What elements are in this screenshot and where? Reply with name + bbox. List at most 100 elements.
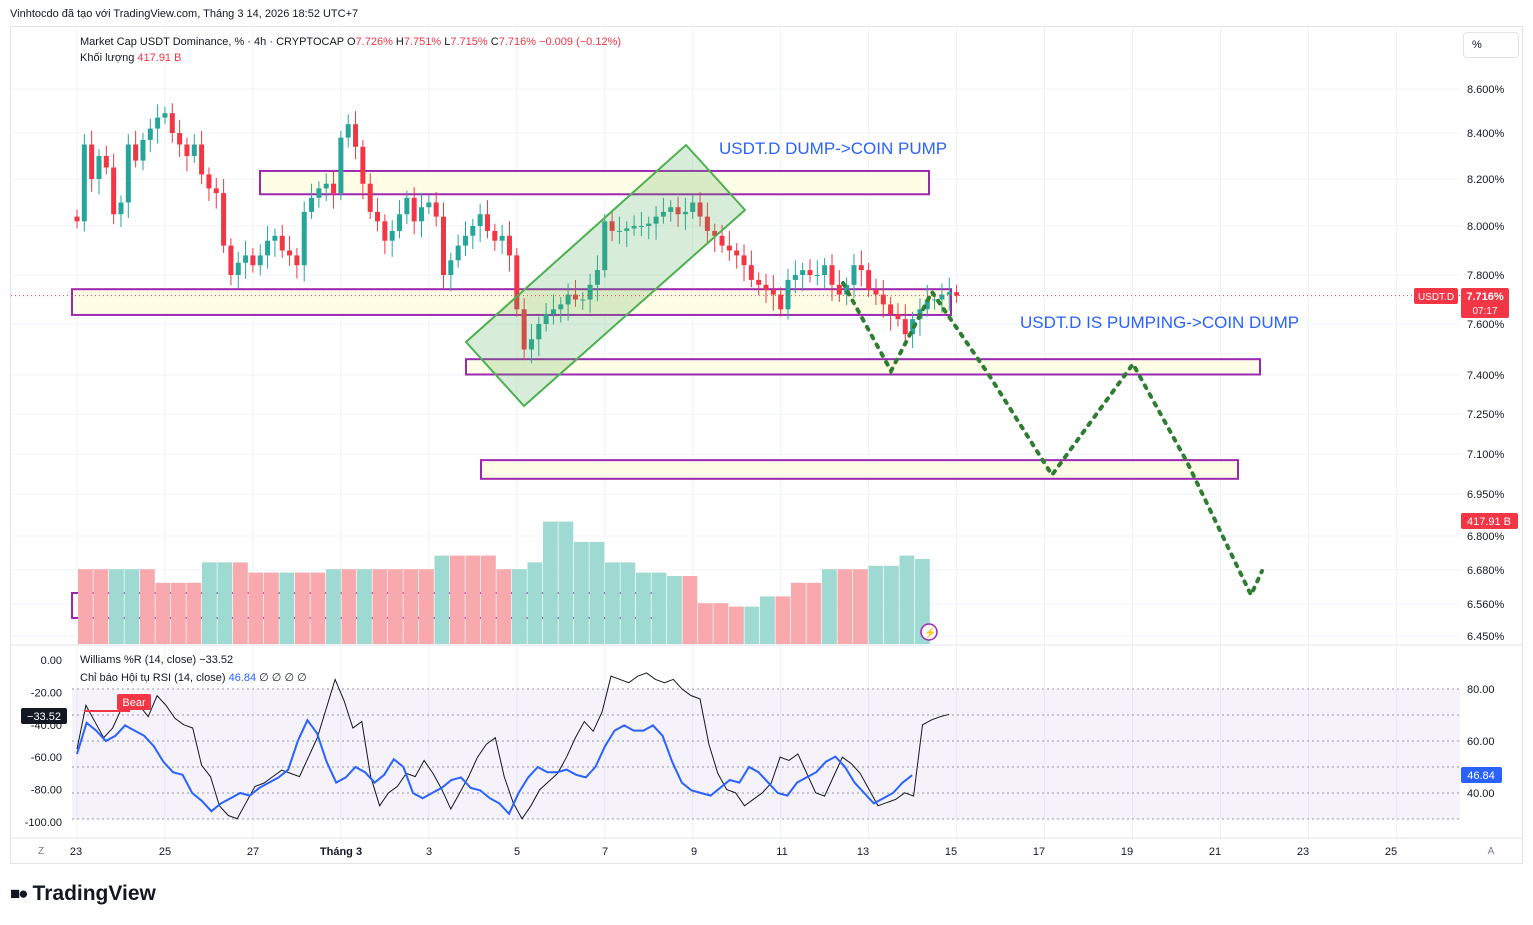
volume-bar-53 <box>899 555 915 644</box>
rsi-label: Chỉ báo Hội tụ RSI (14, close) <box>80 672 226 684</box>
volume-bar-14 <box>295 572 310 644</box>
candle-body-56 <box>484 214 490 231</box>
candle-body-26 <box>265 240 271 256</box>
candle-body-111 <box>888 304 894 315</box>
candle-body-103 <box>829 265 835 285</box>
price-tick-2: 8.200% <box>1467 174 1505 186</box>
candle-101 <box>814 260 820 286</box>
rsi-legend[interactable]: Chỉ báo Hội tụ RSI (14, close) 46.84 ∅ ∅… <box>80 671 307 684</box>
projection-path <box>841 281 1264 600</box>
legend-open: 7.726% <box>355 36 393 48</box>
candle-body-7 <box>125 144 131 203</box>
candle-8 <box>133 130 139 168</box>
volume-bar-34 <box>605 562 620 644</box>
candle-84 <box>690 195 696 219</box>
candle-body-119 <box>946 292 952 295</box>
volume-legend[interactable]: Khối lượng 417.91 B <box>80 52 181 64</box>
symbol-tag-bg <box>1414 288 1458 304</box>
candle-body-120 <box>954 292 960 296</box>
candle-43 <box>389 220 395 257</box>
price-candles <box>74 103 960 364</box>
candle-body-46 <box>411 197 417 222</box>
candle-body-40 <box>367 183 373 212</box>
candle-body-32 <box>309 197 315 212</box>
candle-100 <box>807 259 813 283</box>
annotation-pump: USDT.D IS PUMPING->COIN DUMP <box>1020 313 1299 332</box>
candle-80 <box>660 197 666 224</box>
price-tick-9: 6.950% <box>1467 489 1505 501</box>
volume-bar-46 <box>791 582 806 644</box>
candle-body-9 <box>140 139 146 161</box>
candle-75 <box>624 221 630 248</box>
candle-70 <box>587 273 593 313</box>
legend-open-label: O <box>346 36 356 48</box>
candle-35 <box>331 169 337 209</box>
time-tick-4: 3 <box>426 846 432 858</box>
uptrend-channel <box>464 143 747 408</box>
candle-body-19 <box>213 188 219 194</box>
candle-108 <box>866 262 872 298</box>
candle-body-106 <box>851 265 857 285</box>
main-legend[interactable]: Market Cap USDT Dominance, % · 4h · CRYP… <box>80 36 622 48</box>
candle-48 <box>426 195 432 215</box>
tradingview-logo[interactable]: ■● TradingView <box>10 882 156 906</box>
volume-bar-43 <box>744 606 760 644</box>
legend-change: −0.009 (−0.12%) <box>539 36 622 48</box>
candle-60 <box>514 248 520 317</box>
candle-16 <box>191 134 197 163</box>
volume-bar-50 <box>853 569 868 644</box>
candle-39 <box>360 139 366 200</box>
candle-95 <box>770 275 776 311</box>
candle-body-21 <box>228 245 234 275</box>
candle-78 <box>646 216 652 240</box>
candle-body-99 <box>800 270 806 275</box>
candle-body-118 <box>939 294 945 300</box>
candle-64 <box>543 303 549 332</box>
candle-98 <box>792 260 798 294</box>
candle-body-2 <box>89 144 95 179</box>
candle-38 <box>353 111 359 160</box>
volume-bar-48 <box>822 569 837 644</box>
volume-bar-47 <box>806 582 822 644</box>
candle-body-95 <box>770 289 776 295</box>
percent-scale-button[interactable]: % <box>1463 32 1519 58</box>
candle-52 <box>455 234 461 268</box>
candle-54 <box>470 218 476 250</box>
candle-body-23 <box>243 255 249 263</box>
candle-27 <box>272 228 278 257</box>
candle-66 <box>558 297 564 323</box>
candle-body-51 <box>448 260 454 275</box>
candle-61 <box>521 298 527 361</box>
williams-legend[interactable]: Williams %R (14, close) −33.52 <box>80 654 233 666</box>
auto-scale-button[interactable]: A <box>1487 846 1495 857</box>
volume-bar-1 <box>93 569 109 644</box>
candle-body-39 <box>360 146 366 184</box>
candle-18 <box>206 167 212 202</box>
zoom-z-button[interactable]: Z <box>37 846 45 857</box>
candle-body-36 <box>338 137 344 194</box>
volume-bar-19 <box>372 569 388 644</box>
candle-57 <box>492 223 498 251</box>
candle-3 <box>96 149 102 195</box>
williams-tick-5: -100.00 <box>25 817 62 829</box>
oscillator-pane: 0.00-20.00-40.00-60.00-80.00-100.0080.00… <box>25 655 1495 829</box>
candle-body-13 <box>169 113 175 133</box>
volume-bar-15 <box>310 572 326 644</box>
volume-bar-35 <box>620 562 636 644</box>
candle-body-72 <box>602 221 608 271</box>
candle-110 <box>880 279 886 318</box>
candle-body-101 <box>814 275 820 276</box>
williams-tick-1: -20.00 <box>31 687 62 699</box>
candle-body-48 <box>426 202 432 208</box>
volume-bar-37 <box>651 572 667 644</box>
candle-106 <box>851 254 857 299</box>
price-tick-6: 7.400% <box>1467 370 1505 382</box>
rsi-tag: 46.84 <box>1467 770 1495 782</box>
volume-bars <box>78 521 930 644</box>
volume-bar-52 <box>884 565 899 644</box>
volume-bar-33 <box>589 542 605 644</box>
volume-bar-10 <box>233 562 248 644</box>
candle-9 <box>140 133 146 171</box>
volume-bar-23 <box>434 555 450 644</box>
